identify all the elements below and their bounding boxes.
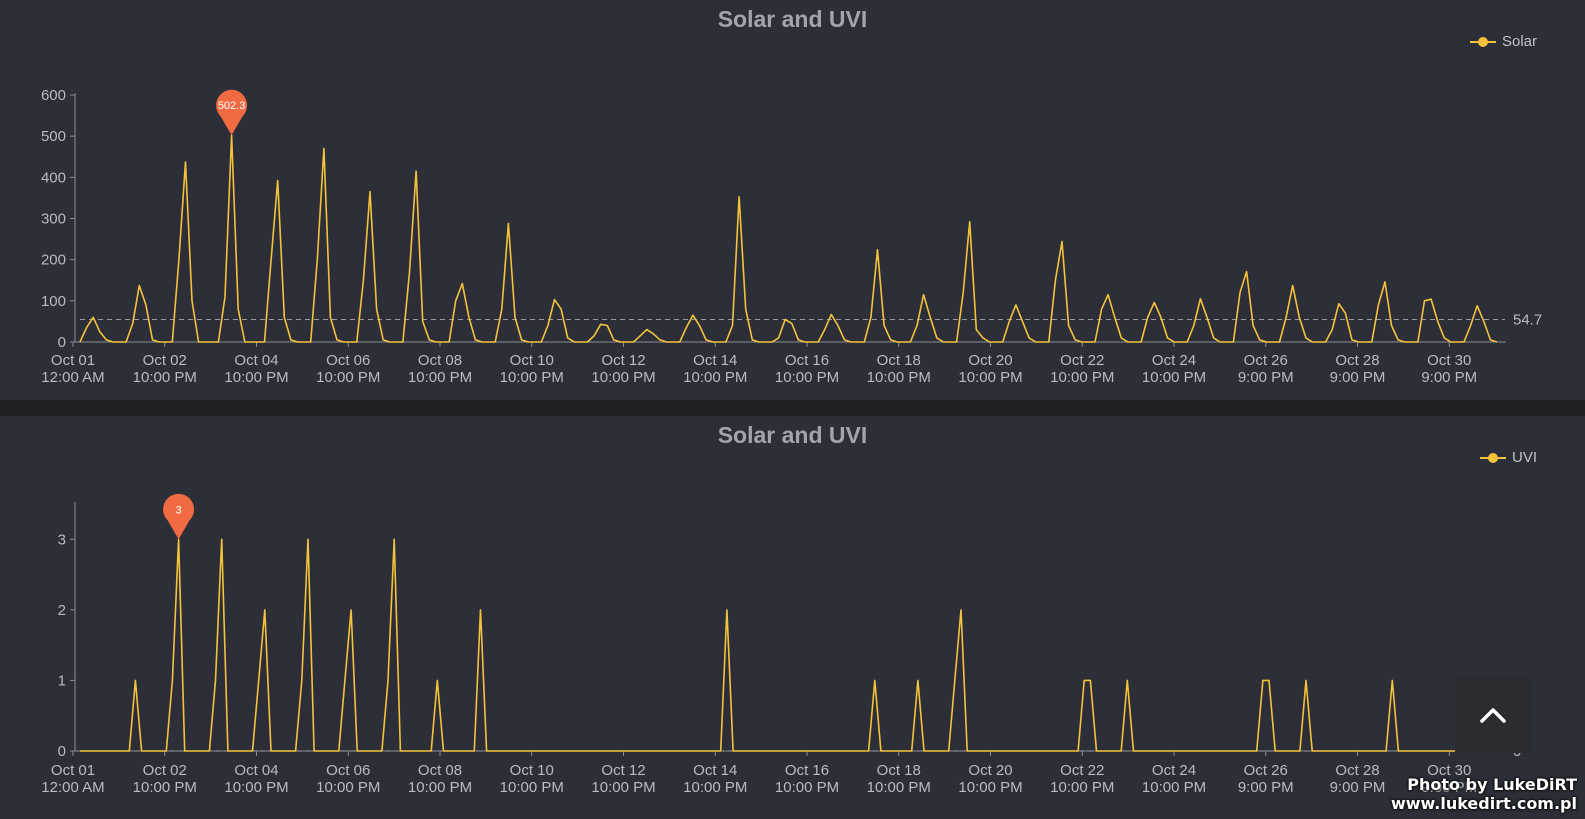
x-tick-label-time: 10:00 PM bbox=[408, 369, 472, 386]
x-tick-label-date: Oct 01 bbox=[51, 762, 95, 779]
x-tick-label-date: Oct 04 bbox=[234, 352, 278, 369]
x-tick-label-time: 10:00 PM bbox=[1142, 369, 1206, 386]
x-tick-label-time: 10:00 PM bbox=[316, 779, 380, 796]
x-tick-label-date: Oct 24 bbox=[1152, 352, 1196, 369]
x-tick-label-date: Oct 10 bbox=[510, 762, 554, 779]
x-tick-label-time: 10:00 PM bbox=[133, 779, 197, 796]
x-tick-label-date: Oct 20 bbox=[968, 352, 1012, 369]
y-tick-label: 1 bbox=[58, 672, 66, 689]
x-tick-label-date: Oct 30 bbox=[1427, 352, 1471, 369]
y-tick-label: 300 bbox=[41, 211, 66, 228]
x-tick-label-time: 10:00 PM bbox=[867, 369, 931, 386]
x-tick-label-time: 9:00 PM bbox=[1238, 369, 1294, 386]
x-tick-label-time: 10:00 PM bbox=[1050, 779, 1114, 796]
series-line-uvi bbox=[80, 538, 1497, 752]
chart-title: Solar and UVI bbox=[717, 422, 868, 448]
x-tick-label-date: Oct 26 bbox=[1244, 762, 1288, 779]
x-tick-label-time: 10:00 PM bbox=[591, 369, 655, 386]
x-tick-label-time: 10:00 PM bbox=[500, 369, 564, 386]
x-tick-label-time: 10:00 PM bbox=[775, 369, 839, 386]
legend-solar[interactable]: Solar bbox=[1469, 33, 1537, 50]
x-tick-label-date: Oct 02 bbox=[143, 762, 187, 779]
x-tick-label-time: 9:00 PM bbox=[1238, 779, 1294, 796]
photo-credit-watermark: Photo by LukeDiRT www.lukedirt.com.pl bbox=[1391, 775, 1577, 813]
legend-label: UVI bbox=[1511, 449, 1537, 466]
x-tick-label-time: 10:00 PM bbox=[408, 779, 472, 796]
x-tick-label-date: Oct 28 bbox=[1335, 352, 1379, 369]
scroll-to-top-button[interactable] bbox=[1455, 677, 1531, 753]
x-tick-label-date: Oct 12 bbox=[601, 762, 645, 779]
y-tick-label: 400 bbox=[41, 169, 66, 186]
legend-line-dot-icon bbox=[1469, 36, 1496, 48]
x-tick-label-time: 9:00 PM bbox=[1330, 779, 1386, 796]
x-tick-label-date: Oct 01 bbox=[51, 352, 95, 369]
watermark-line1: Photo by LukeDiRT bbox=[1407, 775, 1577, 794]
x-tick-label-time: 10:00 PM bbox=[224, 369, 288, 386]
x-tick-label-time: 9:00 PM bbox=[1421, 779, 1477, 796]
y-tick-label: 2 bbox=[58, 602, 66, 619]
x-tick-label-time: 10:00 PM bbox=[224, 779, 288, 796]
x-tick-label-date: Oct 08 bbox=[418, 762, 462, 779]
y-tick-label: 200 bbox=[41, 252, 66, 269]
legend-line-dot-icon bbox=[1479, 452, 1506, 464]
chevron-up-icon bbox=[1480, 708, 1506, 723]
x-tick-label-time: 9:00 PM bbox=[1330, 369, 1386, 386]
x-tick-label-time: 10:00 PM bbox=[867, 779, 931, 796]
x-tick-label-date: Oct 16 bbox=[785, 352, 829, 369]
max-value-marker-pin bbox=[216, 89, 248, 136]
legend-uvi[interactable]: UVI bbox=[1479, 449, 1537, 466]
x-tick-label-date: Oct 28 bbox=[1335, 762, 1379, 779]
y-tick-label: 3 bbox=[58, 531, 66, 548]
max-value-marker-label: 3 bbox=[176, 504, 182, 516]
x-tick-label-date: Oct 22 bbox=[1060, 762, 1104, 779]
average-mark-label: 54.7 bbox=[1513, 311, 1542, 328]
x-tick-label-date: Oct 18 bbox=[877, 352, 921, 369]
x-tick-label-date: Oct 20 bbox=[968, 762, 1012, 779]
uvi-chart-panel: 0 1 2 3 Oct 01 12:00 AM Oct 02 10:00 PM Oct 04 10… bbox=[0, 416, 1585, 819]
max-value-marker-label: 502.3 bbox=[218, 100, 246, 112]
x-tick-label-date: Oct 24 bbox=[1152, 762, 1196, 779]
x-tick-label-time: 10:00 PM bbox=[500, 779, 564, 796]
y-tick-label: 500 bbox=[41, 128, 66, 145]
x-tick-label-date: Oct 04 bbox=[234, 762, 278, 779]
x-tick-label-time: 10:00 PM bbox=[958, 369, 1022, 386]
x-tick-label-date: Oct 14 bbox=[693, 352, 737, 369]
y-tick-label: 100 bbox=[41, 293, 66, 310]
y-tick-label: 600 bbox=[41, 87, 66, 104]
x-tick-label-date: Oct 10 bbox=[510, 352, 554, 369]
x-tick-label-time: 10:00 PM bbox=[316, 369, 380, 386]
series-line-solar bbox=[79, 134, 1498, 343]
x-tick-label-date: Oct 12 bbox=[601, 352, 645, 369]
x-tick-label-date: Oct 18 bbox=[877, 762, 921, 779]
x-tick-label-time: 12:00 AM bbox=[41, 369, 104, 386]
x-tick-label-time: 10:00 PM bbox=[1050, 369, 1114, 386]
x-tick-label-time: 9:00 PM bbox=[1421, 369, 1477, 386]
x-tick-label-date: Oct 14 bbox=[693, 762, 737, 779]
x-tick-label-date: Oct 08 bbox=[418, 352, 462, 369]
x-tick-label-time: 10:00 PM bbox=[591, 779, 655, 796]
x-tick-label-date: Oct 30 bbox=[1427, 762, 1471, 779]
x-tick-label-time: 12:00 AM bbox=[41, 779, 104, 796]
x-tick-label-date: Oct 22 bbox=[1060, 352, 1104, 369]
x-tick-label-time: 10:00 PM bbox=[1142, 779, 1206, 796]
y-tick-label: 0 bbox=[58, 743, 66, 760]
x-tick-label-date: Oct 06 bbox=[326, 762, 370, 779]
x-tick-label-date: Oct 16 bbox=[785, 762, 829, 779]
x-tick-label-time: 10:00 PM bbox=[683, 369, 747, 386]
x-tick-label-date: Oct 02 bbox=[143, 352, 187, 369]
solar-chart-panel: 0 100 200 300 400 500 600 Oct 01 12:00 AM Oct 02 1… bbox=[0, 0, 1585, 400]
x-tick-label-time: 10:00 PM bbox=[133, 369, 197, 386]
legend-label: Solar bbox=[1501, 33, 1537, 50]
chart-title: Solar and UVI bbox=[717, 6, 868, 32]
x-tick-label-time: 10:00 PM bbox=[683, 779, 747, 796]
y-tick-label: 0 bbox=[58, 334, 66, 351]
watermark-line2: www.lukedirt.com.pl bbox=[1390, 794, 1577, 813]
x-tick-label-time: 10:00 PM bbox=[958, 779, 1022, 796]
x-tick-label-date: Oct 06 bbox=[326, 352, 370, 369]
x-tick-label-time: 10:00 PM bbox=[775, 779, 839, 796]
max-value-marker-pin bbox=[163, 493, 195, 540]
x-tick-label-date: Oct 26 bbox=[1244, 352, 1288, 369]
